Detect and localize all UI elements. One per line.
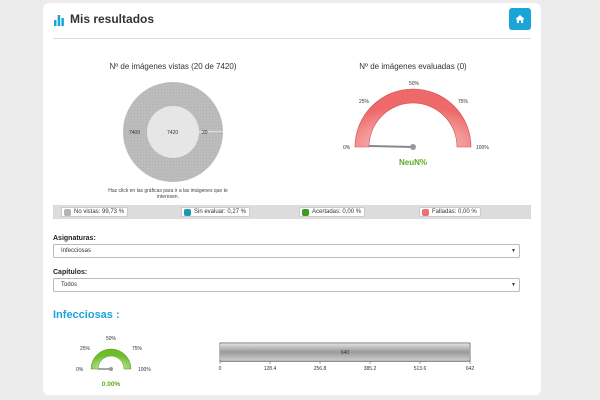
section-title: Infecciosas : <box>53 309 120 321</box>
bar-axis-label: 0 <box>219 366 222 372</box>
page-title: Mis resultados <box>70 12 155 26</box>
legend-item-acertadas[interactable]: Acertadas: 0,00 % <box>299 207 366 217</box>
gauge-tick-100: 100% <box>476 145 489 151</box>
section-gauge-tick-100: 100% <box>138 367 151 373</box>
bar-value-640[interactable] <box>220 344 470 360</box>
bar-axis-label: 128.4 <box>264 366 277 372</box>
legend-label: Sin evaluar: 0,27 % <box>194 209 247 215</box>
gauge-tick-75: 75% <box>458 99 469 105</box>
gauge-value-label: NeuN% <box>399 158 427 167</box>
bar-chart-icon <box>54 15 64 26</box>
legend-swatch <box>302 209 309 216</box>
gauge-tick-50: 50% <box>409 81 420 87</box>
donut-outer-label: 7400 <box>129 130 140 136</box>
legend-label: No vistas: 99,73 % <box>74 209 125 215</box>
bar-axis-label: 256.8 <box>314 366 327 372</box>
legend-item-falladas[interactable]: Falladas: 0,00 % <box>419 207 481 217</box>
donut-inner-label: 7420 <box>167 130 178 136</box>
home-icon <box>515 15 525 23</box>
asignaturas-label: Asignaturas: <box>53 235 96 242</box>
caret-down-icon: ▼ <box>511 248 516 254</box>
home-button[interactable] <box>509 8 531 30</box>
legend-item-no-vistas[interactable]: No vistas: 99,73 % <box>61 207 129 217</box>
chart-hint: Haz click en las gráficas para ir a las … <box>108 188 228 200</box>
donut-slice-label: 20 <box>202 130 208 136</box>
bar-axis-label: 642 <box>466 366 475 372</box>
bar-axis-label: 385.2 <box>364 366 377 372</box>
bar-axis-label: 513.6 <box>414 366 427 372</box>
results-panel: Mis resultados Nº de imágenes vistas (20… <box>43 3 541 395</box>
gauge-arc <box>354 88 472 148</box>
capitulos-select[interactable]: Todos ▼ <box>53 278 520 292</box>
section-gauge[interactable]: 0% 25% 50% 75% 100% 0.00% <box>65 331 157 391</box>
evaluated-gauge[interactable]: 0% 25% 50% 75% 100% NeuN% <box>333 75 493 170</box>
section-bar-chart[interactable]: 640 0 128.4 256.8 385.2 513.6 642 <box>215 337 475 377</box>
viewed-chart-title: Nº de imágenes vistas (20 de 7420) <box>109 62 237 71</box>
gauge-tick-0: 0% <box>343 145 351 151</box>
legend-bar: No vistas: 99,73 % Sin evaluar: 0,27 % A… <box>53 205 531 219</box>
viewed-donut-chart[interactable]: 7400 7420 20 <box>113 77 233 187</box>
evaluated-gauge-title: Nº de imágenes evaluadas (0) <box>359 62 467 71</box>
section-gauge-tick-0: 0% <box>76 367 84 373</box>
donut-hole <box>147 106 199 158</box>
gauge-needle <box>368 145 414 148</box>
asignaturas-select[interactable]: Infecciosas ▼ <box>53 244 520 258</box>
legend-swatch <box>64 209 71 216</box>
legend-swatch <box>184 209 191 216</box>
section-gauge-value: 0.00% <box>102 381 121 388</box>
legend-item-sin-evaluar[interactable]: Sin evaluar: 0,27 % <box>181 207 251 217</box>
section-gauge-tick-50: 50% <box>106 336 117 342</box>
legend-label: Acertadas: 0,00 % <box>312 209 362 215</box>
bar-value-label: 640 <box>341 350 350 356</box>
capitulos-label: Capítulos: <box>53 269 88 276</box>
legend-label: Falladas: 0,00 % <box>432 209 477 215</box>
capitulos-value: Todos <box>61 282 78 288</box>
caret-down-icon: ▼ <box>511 282 516 288</box>
section-gauge-tick-75: 75% <box>132 346 143 352</box>
header: Mis resultados <box>53 8 531 39</box>
gauge-tick-25: 25% <box>359 99 370 105</box>
legend-swatch <box>422 209 429 216</box>
asignaturas-value: Infecciosas <box>61 248 92 254</box>
section-gauge-tick-25: 25% <box>80 346 91 352</box>
section-gauge-arc <box>90 348 132 370</box>
